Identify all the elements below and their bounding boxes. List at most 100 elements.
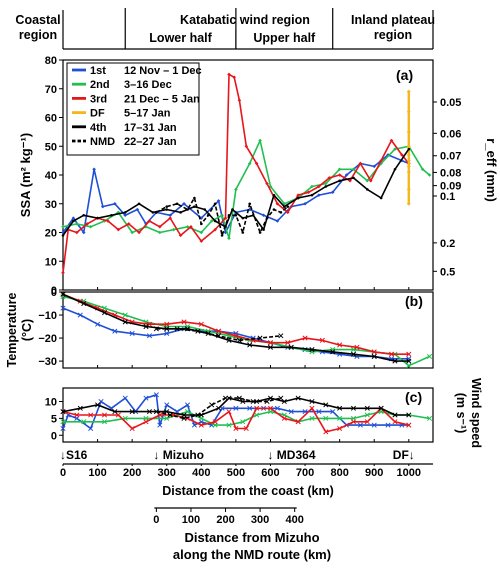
data-point [309,347,315,353]
data-point [143,323,149,330]
series-line-2nd [63,410,430,426]
data-point [420,167,425,172]
data-point [350,347,357,353]
data-point [165,208,169,211]
y-tick-label: 10 [45,397,57,409]
data-point [278,333,284,339]
data-point [272,193,276,197]
data-point [158,224,162,229]
y-tick-label: −10 [38,310,57,322]
data-point [61,224,65,229]
data-point [72,219,75,223]
data-point [243,425,249,432]
x-tick-label: 500 [227,467,245,479]
data-point [60,305,66,311]
data-point [81,230,86,235]
data-point [60,291,66,297]
series-line-4th [62,397,409,416]
data-point [81,300,87,307]
region-coastal-label: region [19,28,57,42]
data-point [267,405,274,411]
data-point [272,208,276,211]
data-point [350,351,357,357]
data-point [153,409,159,415]
data-point [241,216,245,220]
data-point [164,326,170,332]
data-point [200,222,203,226]
right-tick-label: 0.06 [440,128,461,140]
data-point [213,202,217,206]
data-point [254,405,260,411]
data-point [237,98,242,103]
data-point [288,409,294,415]
data-point [227,236,231,241]
data-point [195,328,201,334]
right-tick-label: 0.5 [440,266,455,278]
data-point [319,337,325,343]
data-point [164,402,170,408]
data-point [96,216,99,220]
data-point [327,176,332,180]
x-tick-label: 800 [330,467,348,479]
data-point [206,213,210,217]
data-point [295,395,301,401]
data-point [101,419,108,425]
data-point [285,210,290,215]
data-point [393,167,397,171]
data-point [358,161,363,166]
data-point [254,412,260,418]
data-point [288,344,294,350]
data-point [371,349,377,355]
data-point [147,219,152,223]
data-point [247,405,253,411]
region-coastal-label: Coastal [15,13,60,27]
data-point [309,405,315,411]
series-line-NMD [156,397,282,420]
data-point [100,204,105,209]
region-lower-half-label: Lower half [149,31,212,45]
y-axis-label: (m s⁻¹) [454,393,468,434]
data-point [193,205,196,208]
data-point [193,196,196,200]
data-point [248,202,252,206]
mizuho-axis-label: Distance from Mizuho [184,530,319,545]
legend-period: 21 Dec – 5 Jan [124,93,200,105]
data-point [330,409,336,415]
data-point [113,201,117,206]
y-tick-label: 60 [45,113,57,125]
data-point [209,219,214,223]
data-point [213,219,217,223]
data-point [337,405,343,411]
data-point [274,405,280,411]
y-tick-label: 70 [45,84,57,96]
data-point [123,213,128,218]
data-point [407,147,411,151]
data-point [122,312,128,318]
data-point [323,402,329,408]
data-point [323,415,329,421]
data-point [203,208,207,211]
legend-period: 12 Nov – 1 Dec [124,65,202,77]
data-point [71,216,76,220]
plot-frame [62,291,434,369]
data-point [198,422,204,428]
right-tick-label: 0.1 [440,191,455,203]
data-point [233,405,239,411]
data-point [233,425,239,432]
x-tick-label: 400 [192,467,210,479]
data-point [303,201,307,206]
y-tick-label: 5 [51,413,57,425]
data-point [88,412,94,418]
data-point [189,224,193,229]
data-point [262,228,265,231]
data-point [406,170,411,175]
data-point [406,201,411,206]
legend-series-name: 2nd [90,79,110,91]
data-point [400,153,404,157]
data-point [178,233,183,238]
y-axis-label: SSA (m² kg⁻¹) [18,133,33,217]
data-point [199,239,204,243]
legend-series-name: DF [90,108,105,120]
data-point [216,333,222,339]
